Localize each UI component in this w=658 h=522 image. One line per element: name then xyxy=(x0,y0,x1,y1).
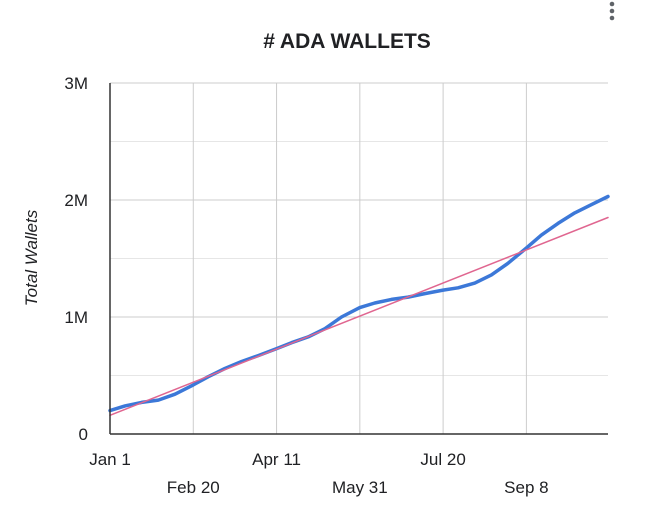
y-tick-label: 2M xyxy=(64,191,88,210)
axes xyxy=(109,83,608,435)
y-tick-label: 0 xyxy=(79,425,88,444)
more-vert-icon[interactable] xyxy=(609,1,615,21)
series-lines xyxy=(108,194,610,417)
series-line xyxy=(108,194,610,413)
y-tick-label: 3M xyxy=(64,74,88,93)
chart-title: # ADA WALLETS xyxy=(263,30,431,53)
x-tick-label: Apr 11 xyxy=(252,450,301,469)
x-tick-label: Feb 20 xyxy=(167,478,220,497)
y-axis-label: Total Wallets xyxy=(22,209,41,306)
x-tick-label: Jul 20 xyxy=(420,450,465,469)
y-tick-label: 1M xyxy=(64,308,88,327)
trend-line xyxy=(109,216,609,417)
x-tick-label: Jan 1 xyxy=(89,450,131,469)
tick-labels: 0 1M 2M 3M Jan 1 Feb 20 Apr 11 May 31 Jul 20 Sep … xyxy=(64,74,548,497)
gridlines xyxy=(110,82,608,434)
x-tick-label: May 31 xyxy=(332,478,388,497)
x-tick-label: Sep 8 xyxy=(504,478,548,497)
